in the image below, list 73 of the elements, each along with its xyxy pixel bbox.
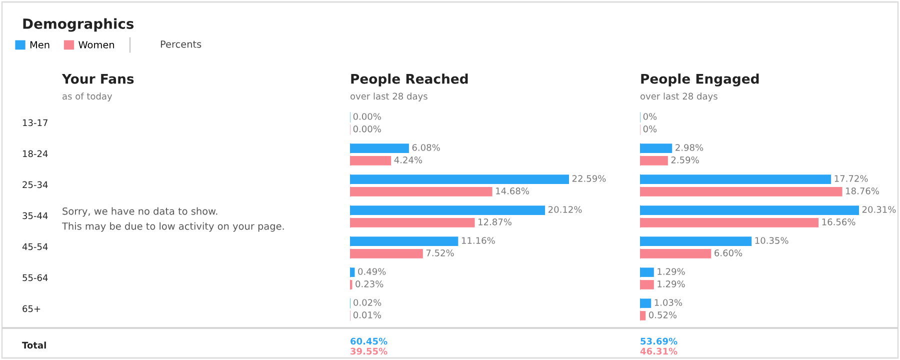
text: 46.31%	[640, 348, 678, 355]
bar	[640, 218, 819, 228]
data-label: 7.52%	[426, 249, 454, 256]
bar	[640, 174, 832, 184]
text: 53.69%	[640, 338, 678, 345]
bar	[640, 156, 668, 166]
bar	[350, 268, 355, 277]
text: 39.55%	[350, 348, 388, 355]
bar	[640, 144, 672, 153]
bar	[640, 236, 752, 246]
y-tick-label: 65+	[22, 305, 40, 312]
data-label: 2.98%	[676, 144, 704, 151]
bar	[350, 218, 475, 228]
data-label: 0.00%	[353, 113, 381, 120]
data-label: 0%	[643, 113, 657, 120]
y-tick-label: 55-64	[22, 274, 48, 282]
data-label: 1.29%	[658, 268, 685, 275]
bar	[640, 249, 712, 258]
bar	[350, 144, 409, 153]
bar	[640, 206, 859, 215]
data-label: 0.00%	[353, 125, 381, 132]
y-tick-label: 25-34	[22, 181, 48, 188]
data-label: 20.12%	[548, 206, 582, 213]
data-label: 6.08%	[412, 144, 440, 151]
data-label: 1.29%	[658, 280, 685, 288]
data-label: 12.87%	[478, 218, 512, 226]
text: Your Fans	[62, 74, 134, 84]
chart-title: People Engaged	[641, 74, 759, 86]
data-label: 20.31%	[862, 206, 896, 213]
bar	[350, 174, 569, 184]
data-label: 2.59%	[671, 156, 699, 164]
bar	[640, 187, 842, 196]
chart-subtitle: over last 28 days	[350, 92, 428, 102]
data-label: 17.72%	[834, 175, 868, 182]
data-label: 1.03%	[654, 299, 682, 306]
data-label: 4.24%	[394, 156, 422, 164]
bar	[350, 236, 458, 246]
y-tick-label: 35-44	[22, 212, 48, 220]
bar	[640, 311, 646, 320]
data-label: 0%	[643, 125, 657, 132]
legend-label: Women	[78, 41, 114, 48]
text: This may be due to low activity on your page.	[62, 222, 284, 232]
bar	[640, 298, 652, 308]
bar	[640, 280, 654, 290]
chart-title: People Reached	[351, 74, 468, 86]
chart-subtitle: over last 28 days	[640, 92, 718, 102]
text: Demographics	[23, 18, 134, 32]
text: Total	[22, 342, 46, 349]
data-label: 0.23%	[356, 280, 384, 288]
data-label: 0.52%	[648, 311, 677, 318]
legend-label: Men	[30, 41, 50, 48]
bar	[350, 206, 546, 215]
bar	[640, 268, 654, 277]
data-label: 0.01%	[353, 311, 382, 318]
data-label: 0.49%	[358, 268, 386, 275]
data-label: 14.68%	[496, 187, 530, 194]
text: Sorry, we have no data to show.	[62, 207, 218, 217]
bar	[350, 249, 423, 258]
data-label: 11.16%	[462, 237, 495, 244]
data-label: 18.76%	[846, 187, 879, 194]
bar	[350, 156, 392, 166]
text: 60.45%	[350, 338, 388, 345]
text: as of today	[62, 92, 112, 102]
bar	[350, 187, 492, 196]
data-label: 10.35%	[755, 237, 788, 244]
y-tick-label: 13-17	[22, 119, 48, 126]
data-label: 6.60%	[714, 249, 742, 256]
y-tick-label: 45-54	[22, 243, 48, 250]
data-label: 0.02%	[354, 299, 382, 306]
y-tick-label: 18-24	[22, 150, 48, 158]
data-label: 22.59%	[572, 175, 606, 182]
data-label: 16.56%	[822, 218, 856, 226]
text: Percents	[160, 40, 202, 48]
